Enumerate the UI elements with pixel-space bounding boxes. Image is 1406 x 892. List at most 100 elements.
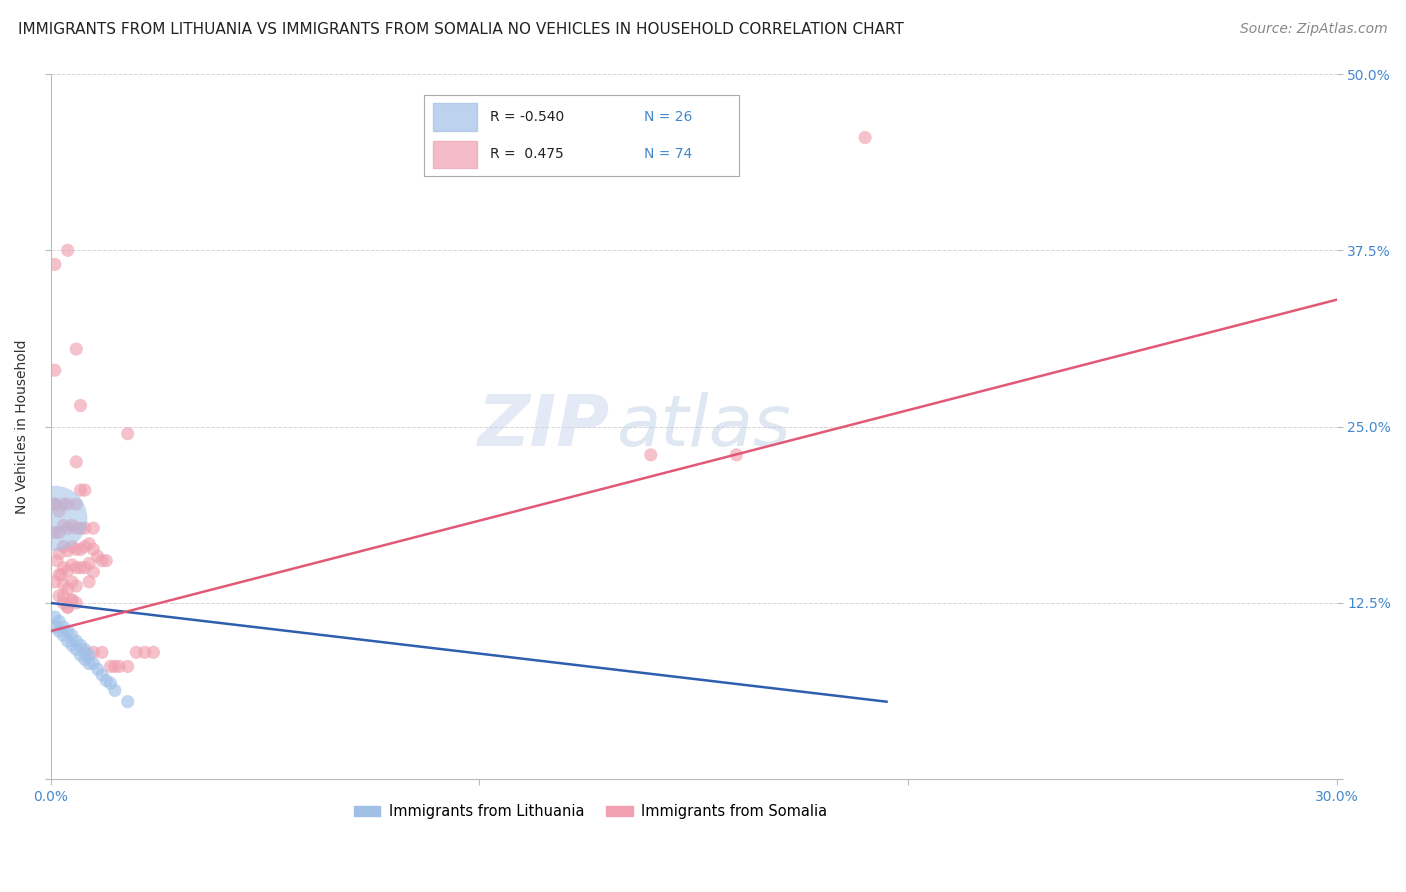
Point: [48, 567, 70, 582]
Point: [65, 497, 87, 511]
Point: [69, 399, 91, 413]
Text: ZIP: ZIP: [478, 392, 610, 461]
Point: [60, 593, 83, 607]
Point: [73, 642, 96, 657]
Point: [73, 652, 96, 666]
Point: [44, 497, 66, 511]
Point: [77, 537, 100, 551]
Point: [60, 574, 83, 589]
Point: [48, 504, 70, 518]
Point: [69, 521, 91, 535]
Point: [82, 521, 104, 535]
Point: [60, 518, 83, 533]
Y-axis label: No Vehicles in Household: No Vehicles in Household: [15, 339, 30, 514]
Point: [725, 448, 748, 462]
Point: [56, 600, 79, 615]
Point: [77, 648, 100, 662]
Point: [60, 593, 83, 607]
Point: [52, 620, 75, 634]
Point: [69, 542, 91, 557]
Point: [65, 521, 87, 535]
Point: [65, 542, 87, 557]
Point: [56, 497, 79, 511]
Point: [65, 560, 87, 574]
Point: [77, 557, 100, 571]
Point: [91, 645, 114, 659]
Point: [96, 673, 118, 688]
Point: [60, 558, 83, 572]
Point: [60, 540, 83, 554]
Point: [142, 645, 165, 659]
Point: [52, 497, 75, 511]
Point: [52, 589, 75, 603]
Point: [48, 615, 70, 629]
Point: [44, 257, 66, 271]
Point: [65, 455, 87, 469]
Point: [52, 628, 75, 642]
Point: [44, 574, 66, 589]
Point: [48, 525, 70, 540]
Point: [56, 582, 79, 596]
Legend: Immigrants from Lithuania, Immigrants from Somalia: Immigrants from Lithuania, Immigrants fr…: [349, 798, 834, 825]
Point: [91, 554, 114, 568]
Point: [65, 642, 87, 657]
Point: [100, 659, 122, 673]
Point: [96, 554, 118, 568]
Point: [77, 574, 100, 589]
Point: [56, 624, 79, 639]
Point: [56, 543, 79, 558]
Point: [69, 560, 91, 574]
Point: [104, 683, 127, 698]
Point: [56, 244, 79, 258]
Point: [51, 567, 73, 582]
Point: [56, 521, 79, 535]
Point: [69, 483, 91, 497]
Point: [52, 518, 75, 533]
Point: [56, 564, 79, 578]
Point: [44, 511, 66, 525]
Text: IMMIGRANTS FROM LITHUANIA VS IMMIGRANTS FROM SOMALIA NO VEHICLES IN HOUSEHOLD CO: IMMIGRANTS FROM LITHUANIA VS IMMIGRANTS …: [18, 22, 904, 37]
Point: [73, 483, 96, 497]
Point: [69, 638, 91, 652]
Point: [117, 426, 139, 441]
Point: [48, 547, 70, 561]
Point: [52, 577, 75, 591]
Point: [65, 596, 87, 610]
Point: [117, 659, 139, 673]
Point: [82, 645, 104, 659]
Point: [104, 659, 127, 673]
Point: [48, 624, 70, 639]
Point: [56, 600, 79, 615]
Point: [853, 130, 876, 145]
Point: [60, 628, 83, 642]
Point: [46, 554, 69, 568]
Point: [44, 620, 66, 634]
Point: [91, 668, 114, 682]
Point: [52, 540, 75, 554]
Point: [52, 596, 75, 610]
Point: [44, 525, 66, 540]
Point: [73, 521, 96, 535]
Point: [86, 549, 108, 564]
Point: [117, 695, 139, 709]
Point: [44, 363, 66, 377]
Point: [77, 657, 100, 671]
Point: [52, 560, 75, 574]
Point: [134, 645, 156, 659]
Point: [65, 579, 87, 593]
Point: [640, 448, 662, 462]
Point: [73, 645, 96, 659]
Point: [73, 540, 96, 554]
Point: [100, 676, 122, 690]
Point: [82, 542, 104, 557]
Point: [65, 634, 87, 648]
Text: Source: ZipAtlas.com: Source: ZipAtlas.com: [1240, 22, 1388, 37]
Point: [56, 634, 79, 648]
Point: [60, 638, 83, 652]
Point: [82, 657, 104, 671]
Point: [108, 659, 131, 673]
Point: [65, 342, 87, 356]
Point: [44, 610, 66, 624]
Point: [86, 662, 108, 676]
Point: [82, 565, 104, 579]
